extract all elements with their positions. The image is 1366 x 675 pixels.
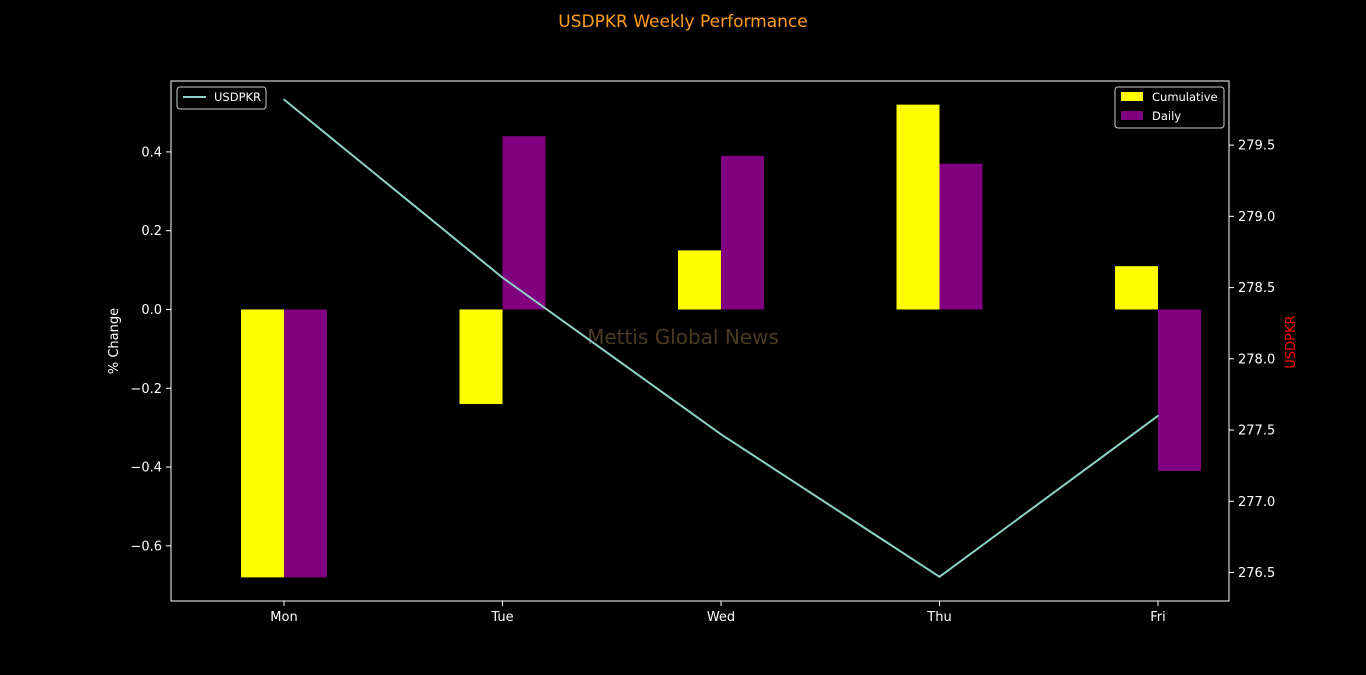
y-axis-label: % Change [107,308,122,374]
y-tick-label: −0.2 [130,382,162,397]
y2-tick-label: 279.5 [1238,139,1275,154]
bar-daily-tue [502,136,546,310]
line-point-mon [283,98,285,101]
bar-daily-thu [939,163,983,310]
legend-right: Cumulative Daily [1114,86,1225,129]
line-group [283,98,1159,578]
x-tick-label: Mon [270,610,297,625]
bar-cumulative-tue [459,309,503,405]
y-tick-label: 0.0 [141,303,162,318]
line-point-thu [938,575,941,578]
x-tick-label: Fri [1150,610,1166,625]
y2-tick-label: 278.0 [1238,352,1275,367]
watermark-text: Mettis Global News [587,325,779,349]
y2-tick-label: 277.5 [1238,424,1275,439]
line-point-wed [720,433,722,436]
y-axis-right: 276.5 277.0 277.5 278.0 278.5 279.0 279.5 [1229,139,1275,581]
plot-frame [170,80,1230,602]
x-tick-label: Tue [490,610,513,625]
bar-cumulative-fri [1115,266,1158,310]
y-axis-left: −0.6 −0.4 −0.2 0.0 0.2 0.4 [130,145,171,554]
bar-daily-fri [1158,309,1201,471]
x-axis: Mon Tue Wed Thu Fri [270,601,1166,625]
legend-daily-label: Daily [1152,109,1181,123]
bars-group [241,104,1201,578]
legend-cumulative-swatch [1121,92,1143,101]
y2-axis-label: USDPKR [1284,315,1299,368]
legend-left: USDPKR [176,86,267,110]
y2-tick-label: 277.0 [1238,495,1275,510]
line-point-tue [501,276,504,279]
bar-cumulative-wed [678,250,721,310]
legend-usdpkr-label: USDPKR [214,90,261,104]
legend-left-frame [176,86,267,110]
y-tick-label: 0.4 [141,145,162,160]
legend-daily-swatch [1121,111,1143,120]
y2-tick-label: 279.0 [1238,210,1275,225]
x-tick-label: Thu [926,610,951,625]
bar-cumulative-thu [896,104,940,310]
line-point-fri [1157,414,1159,417]
chart-title: USDPKR Weekly Performance [558,12,807,32]
bar-daily-wed [721,155,764,310]
bar-cumulative-mon [241,309,284,578]
y2-tick-label: 278.5 [1238,281,1275,296]
y-tick-label: −0.4 [130,461,162,476]
bar-daily-mon [284,309,327,578]
y-tick-label: 0.2 [141,224,162,239]
x-tick-label: Wed [707,610,735,625]
legend-cumulative-label: Cumulative [1152,90,1218,104]
y-tick-label: −0.6 [130,539,162,554]
y2-tick-label: 276.5 [1238,566,1275,581]
